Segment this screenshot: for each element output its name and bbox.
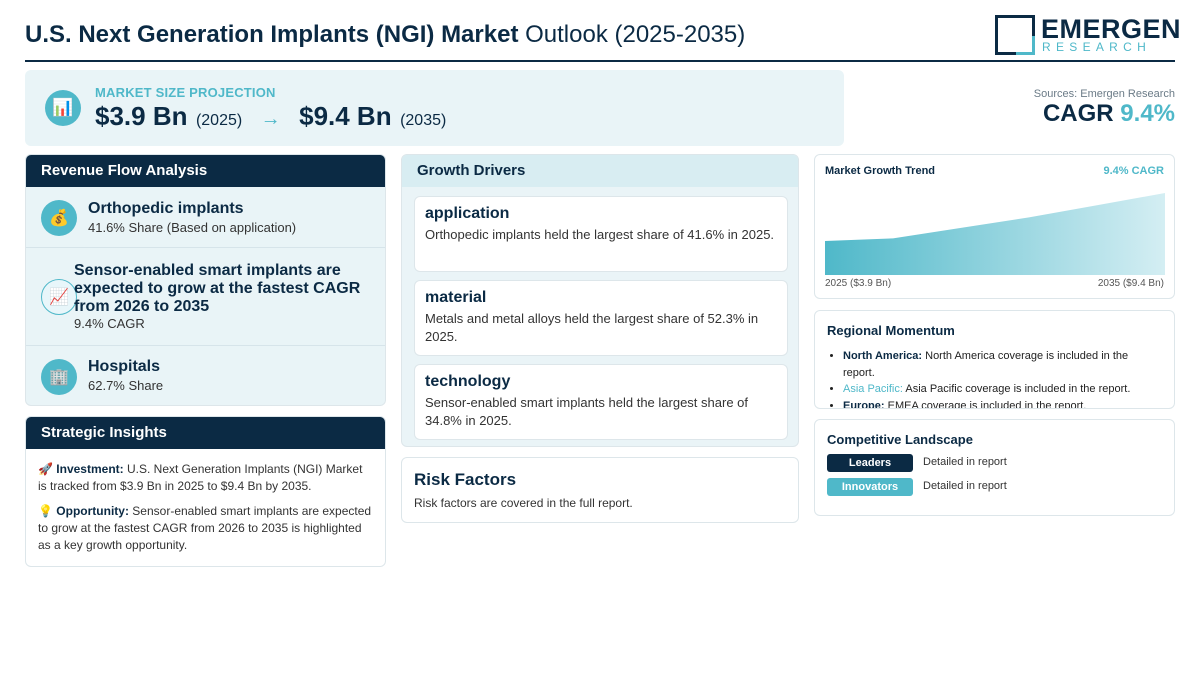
region-name: Asia Pacific: xyxy=(843,383,903,395)
trend-start-label: 2025 ($3.9 Bn) xyxy=(825,278,892,289)
end-year: (2035) xyxy=(400,112,447,129)
region-text: North America coverage is included in th… xyxy=(843,350,1129,379)
driver-card-text: Metals and metal alloys held the largest… xyxy=(425,311,759,344)
lightbulb-icon: 💡 xyxy=(38,504,53,518)
projection-label: MARKET SIZE PROJECTION xyxy=(95,85,276,100)
opportunity-text: Sensor-enabled smart implants are expect… xyxy=(38,504,372,552)
region-item: Asia Pacific: Asia Pacific coverage is i… xyxy=(843,381,1162,398)
growth-drivers-title: Growth Drivers xyxy=(402,155,798,187)
rocket-icon: 🚀 xyxy=(38,462,53,476)
region-text: EMEA coverage is included in the report. xyxy=(887,399,1087,409)
opportunity-label: Opportunity: xyxy=(56,504,129,518)
competitive-row-text: Detailed in report xyxy=(923,456,1007,468)
page-title-rest: Outlook (2025-2035) xyxy=(525,21,746,48)
page-header: U.S. Next Generation Implants (NGI) Mark… xyxy=(25,12,1181,62)
driver-card-title: application xyxy=(425,205,510,222)
driver-card-text: Sensor-enabled smart implants held the l… xyxy=(425,395,749,428)
end-value: $9.4 Bn xyxy=(299,101,392,131)
revenue-item-sub: 9.4% CAGR xyxy=(74,316,145,331)
page-title: U.S. Next Generation Implants (NGI) Mark… xyxy=(25,21,745,49)
investment-insight: 🚀 Investment: U.S. Next Generation Impla… xyxy=(38,461,373,495)
risk-factors-title: Risk Factors xyxy=(414,470,517,489)
bar-chart-icon: 📊 xyxy=(45,90,81,126)
revenue-item: 📈 Sensor-enabled smart implants are expe… xyxy=(26,248,385,346)
driver-card: technology Sensor-enabled smart implants… xyxy=(414,364,788,440)
page-title-bold: U.S. Next Generation Implants (NGI) Mark… xyxy=(25,21,519,48)
arrow-right-icon: → xyxy=(260,108,281,130)
trend-title: Market Growth Trend xyxy=(825,165,936,177)
region-text: Asia Pacific coverage is included in the… xyxy=(905,383,1131,395)
insights-body: 🚀 Investment: U.S. Next Generation Impla… xyxy=(26,449,385,554)
risk-factors-panel: Risk Factors Risk factors are covered in… xyxy=(401,457,799,523)
driver-card: material Metals and metal alloys held th… xyxy=(414,280,788,356)
revenue-item: 💰 Orthopedic implants 41.6% Share (Based… xyxy=(26,187,385,248)
building-icon: 🏢 xyxy=(41,359,77,395)
strategic-insights-panel: Strategic Insights 🚀 Investment: U.S. Ne… xyxy=(25,416,386,567)
trend-up-icon: 📈 xyxy=(41,279,77,315)
competitive-row: Innovators Detailed in report xyxy=(827,478,1162,502)
region-name: North America: xyxy=(843,350,923,362)
logo-subtitle: RESEARCH xyxy=(1042,40,1152,54)
sources-text: Sources: Emergen Research xyxy=(1033,88,1175,100)
innovators-badge: Innovators xyxy=(827,478,913,496)
investment-label: Investment: xyxy=(56,462,124,476)
revenue-item: 🏢 Hospitals 62.7% Share xyxy=(26,346,385,405)
cagr-value: 9.4% xyxy=(1120,100,1175,127)
investment-text: U.S. Next Generation Implants (NGI) Mark… xyxy=(38,462,363,493)
competitive-landscape-title: Competitive Landscape xyxy=(827,432,973,447)
regional-momentum-title: Regional Momentum xyxy=(827,323,955,338)
driver-card-text: Orthopedic implants held the largest sha… xyxy=(425,227,775,242)
growth-drivers-panel: Growth Drivers application Orthopedic im… xyxy=(401,154,799,447)
start-year: (2025) xyxy=(195,112,243,129)
leaders-badge: Leaders xyxy=(827,454,913,472)
revenue-item-sub: 41.6% Share (Based on application) xyxy=(88,220,297,235)
risk-factors-text: Risk factors are covered in the full rep… xyxy=(414,496,633,510)
region-item: Europe: EMEA coverage is included in the… xyxy=(843,398,1162,409)
market-size-projection: 📊 MARKET SIZE PROJECTION $3.9 Bn (2025) … xyxy=(25,70,844,146)
cagr-headline: CAGR 9.4% xyxy=(1043,100,1175,128)
trend-chart xyxy=(825,193,1165,275)
region-item: North America: North America coverage is… xyxy=(843,348,1162,381)
projection-values: $3.9 Bn (2025) → $9.4 Bn (2035) xyxy=(95,101,446,132)
emergen-logo: EMERGEN RESEARCH xyxy=(995,14,1181,56)
market-growth-trend-panel: Market Growth Trend 9.4% CAGR 2025 ($3.9… xyxy=(814,154,1175,299)
regional-momentum-panel: Regional Momentum North America: North A… xyxy=(814,310,1175,409)
revenue-item-sub: 62.7% Share xyxy=(88,378,164,393)
opportunity-insight: 💡 Opportunity: Sensor-enabled smart impl… xyxy=(38,503,373,554)
competitive-row-text: Detailed in report xyxy=(923,480,1007,492)
trend-end-label: 2035 ($9.4 Bn) xyxy=(1097,278,1164,289)
revenue-item-title: Orthopedic implants xyxy=(88,200,244,217)
strategic-insights-title: Strategic Insights xyxy=(26,417,385,449)
start-value: $3.9 Bn xyxy=(95,101,188,131)
driver-card-title: material xyxy=(425,289,487,306)
revenue-item-title: Hospitals xyxy=(88,358,161,375)
logo-mark-icon xyxy=(995,15,1035,55)
driver-card-title: technology xyxy=(425,373,511,390)
trend-area xyxy=(825,193,1165,275)
money-bag-icon: 💰 xyxy=(41,200,77,236)
trend-cagr: 9.4% CAGR xyxy=(1103,165,1164,177)
regional-list: North America: North America coverage is… xyxy=(827,348,1162,409)
competitive-landscape-panel: Competitive Landscape Leaders Detailed i… xyxy=(814,419,1175,516)
cagr-label: CAGR xyxy=(1042,100,1114,127)
region-name: Europe: xyxy=(843,399,885,409)
revenue-flow-title: Revenue Flow Analysis xyxy=(26,155,385,187)
revenue-flow-panel: Revenue Flow Analysis 💰 Orthopedic impla… xyxy=(25,154,386,406)
competitive-row: Leaders Detailed in report xyxy=(827,454,1162,478)
revenue-item-title: Sensor-enabled smart implants are expect… xyxy=(74,262,361,315)
logo-wordmark: EMERGEN xyxy=(1041,14,1182,44)
driver-card: application Orthopedic implants held the… xyxy=(414,196,788,272)
